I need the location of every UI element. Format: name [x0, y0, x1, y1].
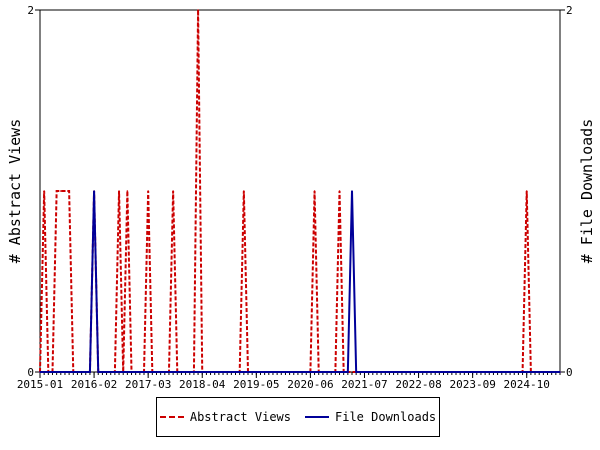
- x-tick-label: 2023-09: [449, 378, 495, 391]
- legend: Abstract Views File Downloads: [156, 397, 440, 437]
- legend-entry: File Downloads: [305, 410, 436, 424]
- x-tick-label: 2016-02: [71, 378, 117, 391]
- data-point: [313, 190, 316, 192]
- data-point: [43, 190, 45, 192]
- x-tick-label: 2017-03: [125, 378, 171, 391]
- data-point: [126, 190, 129, 192]
- data-point: [347, 371, 349, 373]
- data-point: [60, 190, 62, 192]
- data-point: [351, 190, 353, 192]
- data-point: [172, 190, 174, 192]
- data-point: [243, 190, 245, 192]
- y-right-tick-label: 2: [566, 4, 573, 17]
- plot-frame: [39, 9, 561, 373]
- series-line-file-downloads: [40, 190, 560, 373]
- legend-swatch: [159, 416, 184, 418]
- data-point: [97, 371, 100, 373]
- data-point: [55, 190, 58, 192]
- data-point: [118, 190, 120, 192]
- data-point: [39, 371, 41, 373]
- data-point: [64, 190, 66, 192]
- data-point: [525, 190, 528, 192]
- series-line-abstract-views: [39, 9, 560, 373]
- x-tick-label: 2024-10: [504, 378, 550, 391]
- x-tick-label: 2022-08: [395, 378, 441, 391]
- y-right-tick-label: 0: [566, 366, 573, 379]
- data-point: [68, 190, 70, 192]
- data-point: [89, 371, 91, 373]
- x-tick-label: 2020-06: [287, 378, 333, 391]
- data-point: [559, 371, 561, 373]
- data-point: [355, 371, 357, 373]
- legend-label: File Downloads: [335, 410, 437, 424]
- x-tick-label: 2021-07: [341, 378, 387, 391]
- y-left-axis-title: # Abstract Views: [6, 119, 24, 264]
- legend-swatch: [305, 416, 329, 418]
- x-tick-label: 2015-01: [17, 378, 63, 391]
- legend-label: Abstract Views: [189, 410, 291, 424]
- data-point: [197, 9, 199, 11]
- legend-entry: Abstract Views: [159, 410, 291, 424]
- data-point: [338, 190, 341, 192]
- x-tick-label: 2018-04: [179, 378, 226, 391]
- y-left-tick-label: 2: [27, 4, 34, 17]
- data-point: [93, 190, 95, 192]
- data-point: [147, 190, 149, 192]
- y-right-axis-title: # File Downloads: [578, 119, 596, 264]
- x-tick-label: 2019-05: [233, 378, 279, 391]
- y-left-tick-label: 0: [27, 366, 34, 379]
